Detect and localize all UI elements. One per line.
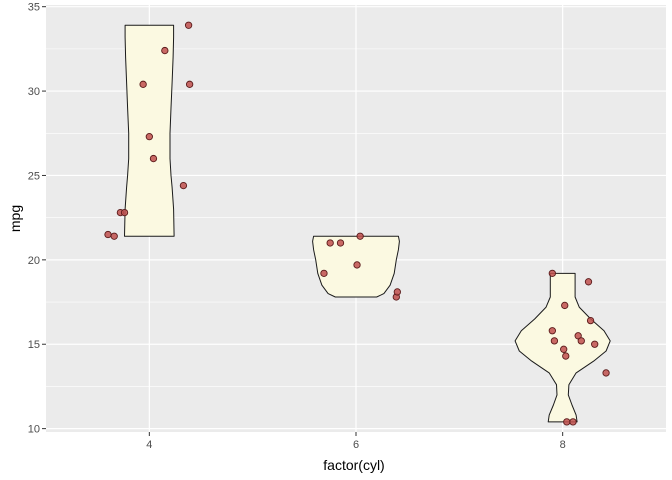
data-point [110,232,118,240]
data-point [550,337,559,345]
y-tick-label: 35 [28,2,40,14]
x-tick-label: 6 [353,439,359,451]
data-point [145,132,153,141]
x-tick-label: 4 [146,439,152,451]
data-point [353,261,361,269]
data-point [139,80,147,88]
data-point [602,369,610,377]
data-point [584,278,593,286]
data-point [548,269,556,278]
y-tick-label: 25 [28,170,40,182]
data-point [561,301,569,310]
y-axis-title: mpg [7,205,23,232]
data-point [562,352,570,360]
data-point [569,418,577,426]
data-point [184,21,193,29]
data-point [586,316,595,325]
data-point [179,181,188,190]
data-point [548,327,556,335]
y-tick-label: 20 [28,255,40,267]
data-point [356,232,364,240]
y-tick-label: 15 [28,339,40,351]
y-tick-label: 10 [28,424,40,436]
data-point [185,80,194,88]
data-point [393,288,401,296]
data-point [326,239,334,247]
data-point [577,337,585,345]
data-point [336,239,345,247]
data-point [149,154,158,163]
data-point [161,46,169,55]
data-point [560,345,568,353]
x-axis-title: factor(cyl) [323,457,384,473]
data-point [104,230,112,239]
data-point [320,269,328,278]
y-axis: 10 15 20 25 30 35 [28,2,46,436]
violin-4 [124,24,175,237]
x-tick-label: 8 [560,439,566,451]
data-point [591,340,599,348]
data-points [104,21,610,426]
data-point [120,208,129,217]
y-tick-label: 30 [28,86,40,98]
x-axis: 4 6 8 [146,432,566,451]
data-point [563,418,571,426]
